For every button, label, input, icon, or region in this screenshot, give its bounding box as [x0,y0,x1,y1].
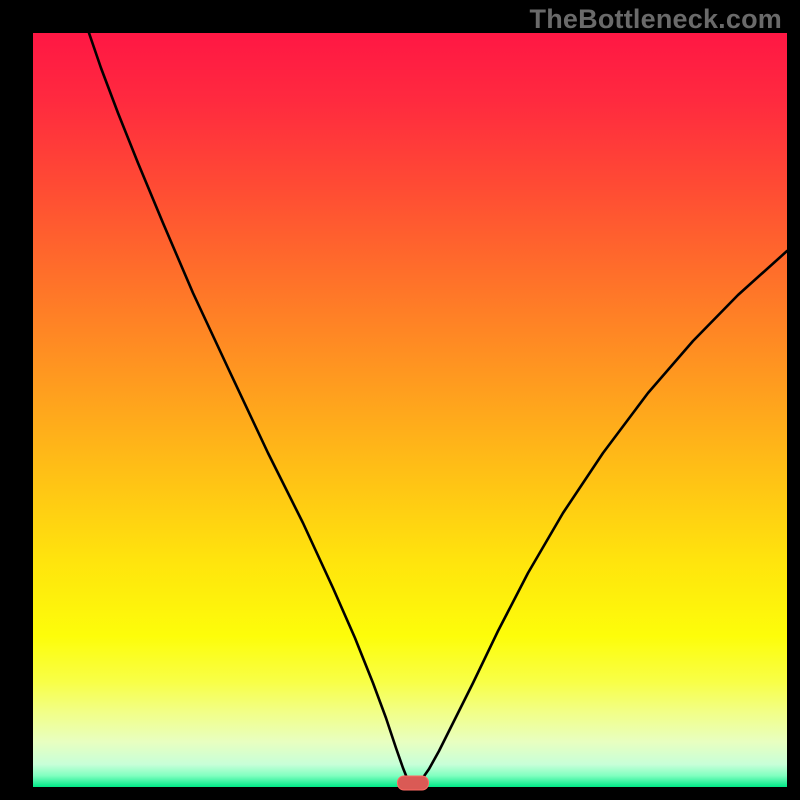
curve-path [89,33,787,785]
plot-area [33,33,787,787]
watermark-text: TheBottleneck.com [530,4,782,35]
optimum-marker [397,776,429,791]
bottleneck-curve [33,33,787,787]
